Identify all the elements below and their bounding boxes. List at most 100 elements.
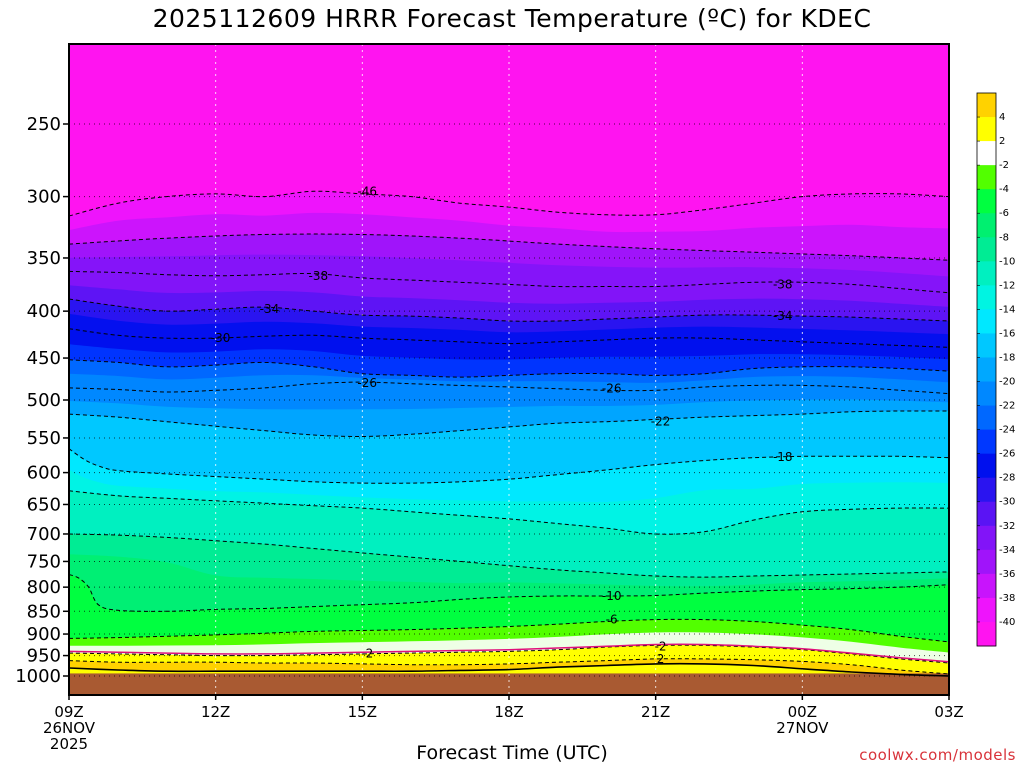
contour-label: -26 [602,382,622,396]
colorbar-swatch [977,285,996,310]
y-tick-label: 250 [27,114,61,135]
x-tick-label: 27NOV [776,719,829,737]
y-tick-label: 700 [27,524,61,545]
contour-line [69,298,949,322]
colorbar-label: -34 [999,545,1015,556]
x-tick-label: 18Z [494,703,523,721]
page-title: 2025112609 HRRR Forecast Temperature (ºC… [152,4,872,33]
colorbar-swatch [977,93,996,118]
x-tick-label: 00Z [788,703,817,721]
x-axis-label: Forecast Time (UTC) [416,742,608,764]
colorbar-swatch [977,357,996,383]
colorbar-label: -22 [999,401,1015,412]
x-tick-label: 21Z [641,703,670,721]
contour-line [69,359,949,378]
colorbar-label: -14 [999,304,1015,315]
colorbar-swatch [977,189,996,214]
colorbar-frame [976,92,997,647]
colorbar-label: -32 [999,521,1015,532]
colorbar-label: -26 [999,449,1015,460]
colorbar-swatch [977,261,996,286]
colorbar-label: -28 [999,473,1015,484]
contour-label: -46 [357,184,377,198]
x-tick-label: 26NOV [43,719,96,737]
colorbar-swatch [977,477,996,503]
y-tick-label: 1000 [15,666,61,687]
y-tick-label: 850 [27,601,61,622]
colorbar-swatch [977,333,996,358]
contour-labels: -46-38-38-34 -34-30-26 -26-22-18-10-6-2 -22 [211,184,793,666]
y-tick-label: 400 [27,301,61,322]
contour-line [69,328,949,348]
x-tick-label: 15Z [348,703,377,721]
ground [69,673,949,695]
colorbar-label: -16 [999,328,1015,339]
contour-label: -38 [309,269,329,283]
contour-label: -22 [651,415,671,429]
y-axis: 2503003504004505005506006507007508008509… [15,114,69,687]
colorbar-swatch [977,501,996,527]
x-tick-label: 09Z [54,703,83,721]
contour-label: 2 [657,652,665,666]
colorbar-label: -36 [999,569,1015,580]
colorbar-swatch [977,597,996,623]
y-tick-label: 650 [27,494,61,515]
colorbar-label: -2 [999,160,1009,171]
colorbar-swatch [977,309,996,334]
colorbar-label: -40 [999,617,1015,628]
x-tick-label: 03Z [934,703,963,721]
surface-zero-line [69,662,949,677]
colorbar-swatch [977,453,996,479]
colorbar-swatch [977,405,996,431]
colorbar-label: -30 [999,497,1015,508]
colorbar-label: 4 [999,112,1005,123]
y-tick-label: 800 [27,577,61,598]
contour-label: -30 [211,331,231,345]
grid-lines [68,44,950,695]
colorbar-swatch [977,213,996,238]
contour-line [69,190,949,217]
freezing-line [69,643,949,663]
contour-line [69,410,949,438]
colorbar-swatch [977,525,996,551]
contour-line [69,490,949,535]
colorbar-label: -20 [999,377,1015,388]
temperature-contours [69,190,949,677]
contour-label: -26 [357,376,377,390]
colorbar-swatch [977,381,996,407]
contour-label: -2 [361,646,373,660]
colorbar-label: -12 [999,280,1015,291]
colorbar-label: -10 [999,256,1015,267]
colorbar-label: -6 [999,208,1009,219]
colorbar: 4 2 -2 -4 -6 -8 -10 -12 -14 -16 -18 -20 -22 -24 -26 -28… [976,92,1015,647]
contour-label: -6 [606,613,618,627]
y-tick-label: 500 [27,390,61,411]
colorbar-label: 2 [999,136,1005,147]
colorbar-swatch [977,141,996,166]
colorbar-swatch [977,429,996,455]
colorbar-label: -24 [999,425,1015,436]
colorbar-swatch [977,621,996,647]
ground-fill [69,673,949,695]
contour-line [69,574,949,612]
y-tick-label: 300 [27,187,61,208]
colorbar-label: -4 [999,184,1009,195]
contour-label: -38 [773,277,793,291]
colorbar-swatch [977,573,996,599]
contour-label: -34 [260,302,280,316]
x-tick-label: 2025 [50,735,88,753]
contour-line [69,533,949,578]
colorbar-label: -18 [999,352,1015,363]
y-tick-label: 900 [27,624,61,645]
colorbar-swatch [977,237,996,262]
y-tick-label: 750 [27,551,61,572]
colorbar-label: -8 [999,232,1009,243]
contour-label: -18 [773,450,793,464]
colorbar-swatch [977,165,996,190]
contour-line [69,448,949,484]
contour-label: -10 [602,589,622,603]
y-tick-label: 450 [27,348,61,369]
colorbar-swatch [977,549,996,575]
